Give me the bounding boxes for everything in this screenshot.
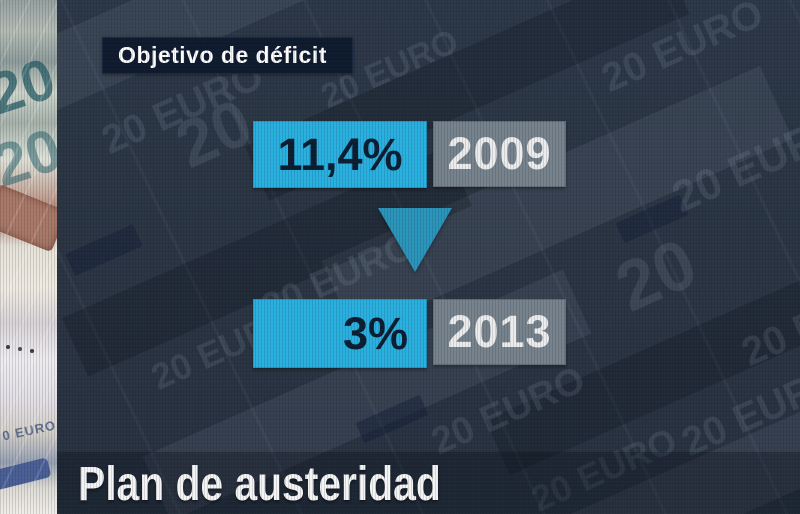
banknote-watermark: 20 [604,223,708,327]
banknote-dots [6,345,10,349]
header-label: Objetivo de déficit [102,37,353,74]
deficit-value-2009: 11,4% [277,128,403,180]
deficit-value-2013: 3% [342,307,408,359]
banknote-20-numeral: 20 [0,115,57,200]
year-label-2009: 2009 [447,128,552,179]
banknote-euro-label: 0 EURO [1,417,57,444]
lower-third-shade [57,452,800,514]
deficit-value-box-2013: 3% [253,299,427,368]
year-label-2013: 2013 [447,306,552,357]
footer-label: Plan de austeridad [78,461,441,509]
data-row-2013: 3% 2013 [253,299,566,368]
year-box-2013: 2013 [433,299,566,365]
banknote-security-stripe [65,223,143,277]
banknote-seal [0,183,57,253]
header-label-text: Objetivo de déficit [118,42,327,68]
banknote-stripe [0,457,52,491]
data-row-2009: 11,4% 2009 [253,121,566,188]
banknote-20-numeral: 20 [0,45,57,128]
banknote-strip: 20 20 0 EURO [0,0,57,514]
footer-label-text: Plan de austeridad [78,458,441,511]
deficit-value-box-2009: 11,4% [253,121,427,188]
year-box-2009: 2009 [433,121,566,187]
down-arrow-icon [378,208,452,272]
